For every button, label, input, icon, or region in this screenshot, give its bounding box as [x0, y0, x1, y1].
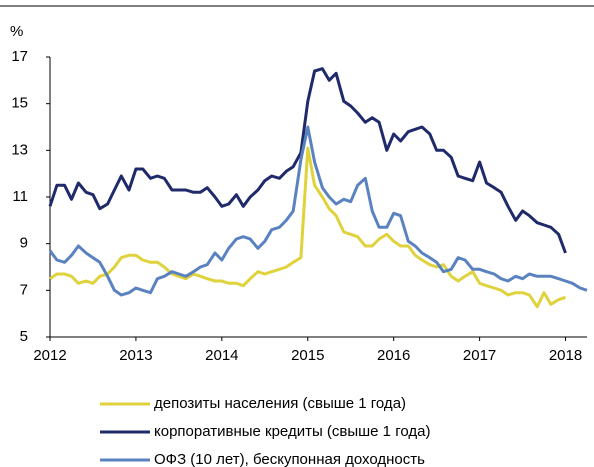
x-tick-label: 2018: [549, 347, 582, 364]
y-tick-label: 7: [20, 281, 28, 298]
legend-label: ОФЗ (10 лет), бескупонная доходность: [154, 451, 425, 467]
legend-label: депозиты населения (свыше 1 года): [154, 395, 406, 412]
series-line: [48, 67, 567, 254]
y-tick-label: 15: [11, 95, 28, 112]
y-tick-label: 17: [11, 48, 28, 65]
x-tick-label: 2012: [33, 347, 66, 364]
series-line: [48, 125, 588, 297]
y-tick-label: 11: [12, 188, 28, 205]
x-tick-label: 2014: [205, 347, 238, 364]
series-line: [49, 146, 566, 309]
legend-label: корпоративные кредиты (свыше 1 года): [154, 423, 430, 440]
x-tick-label: 2013: [119, 347, 152, 364]
x-tick-label: 2015: [291, 347, 324, 364]
y-tick-label: 9: [20, 235, 28, 252]
x-tick-label: 2017: [463, 347, 496, 364]
x-tick-label: 2016: [377, 347, 410, 364]
y-tick-label: 13: [11, 141, 28, 158]
y-axis-label: %: [10, 23, 23, 40]
y-tick-label: 5: [20, 328, 28, 345]
